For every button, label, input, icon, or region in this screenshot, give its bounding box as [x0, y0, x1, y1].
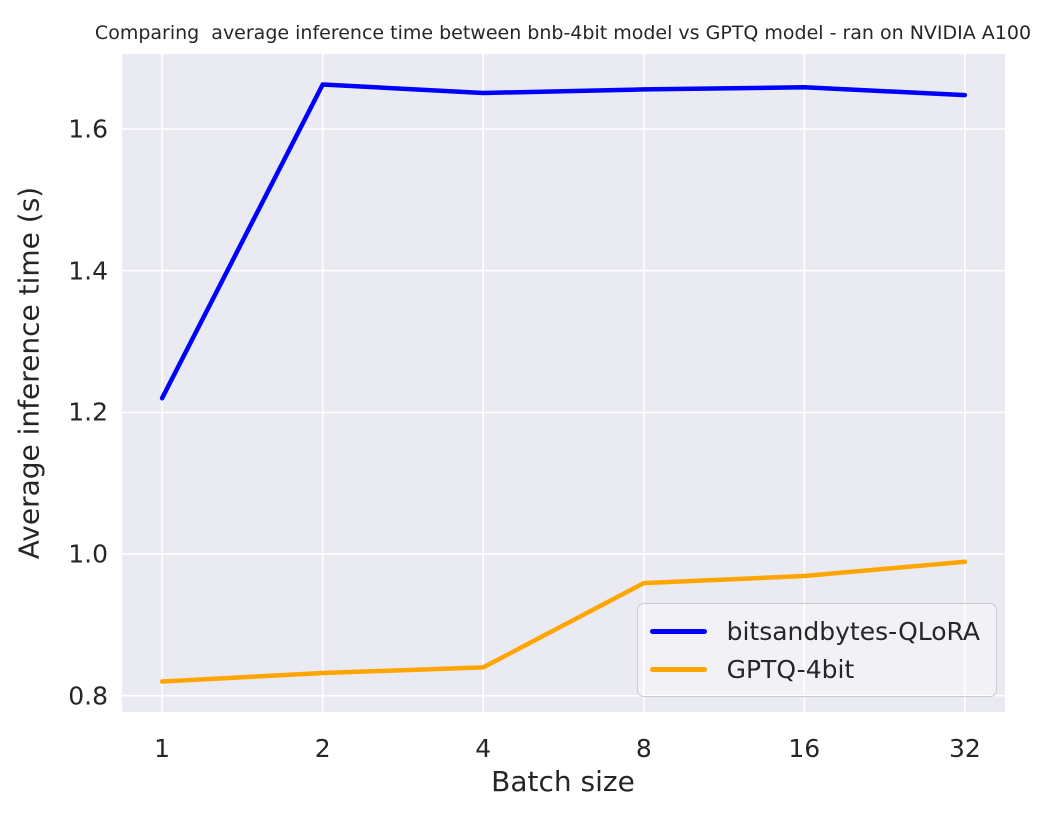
- y-tick-label: 1.0: [68, 539, 108, 569]
- x-tick-label: 8: [635, 734, 652, 763]
- chart-title: Comparing average inference time between…: [94, 22, 1032, 44]
- y-tick-label: 0.8: [68, 681, 108, 711]
- x-tick-label: 32: [948, 734, 981, 763]
- y-tick-label: 1.2: [68, 397, 108, 427]
- x-tick-label: 4: [475, 734, 492, 763]
- legend-label: bitsandbytes-QLoRA: [726, 616, 980, 646]
- legend-line-icon: [649, 628, 707, 634]
- series-line-GPTQ-4bit: [159, 559, 968, 684]
- x-tick-label: 16: [788, 734, 821, 763]
- y-tick-label: 1.4: [68, 256, 108, 286]
- x-tick-label: 1: [154, 734, 171, 763]
- y-tick-label: 1.6: [68, 114, 108, 144]
- y-axis-label: Average inference time (s): [12, 186, 46, 560]
- plot-area: bitsandbytes-QLoRA GPTQ-4bit: [122, 54, 1005, 712]
- legend: bitsandbytes-QLoRA GPTQ-4bit: [636, 603, 997, 697]
- x-tick-label: 2: [314, 734, 331, 763]
- legend-line-icon: [649, 666, 707, 672]
- plot-canvas: [122, 54, 1005, 712]
- series-line-bitsandbytes-QLoRA: [159, 82, 968, 401]
- legend-entry: GPTQ-4bit: [649, 650, 980, 688]
- x-axis-label: Batch size: [491, 765, 635, 798]
- legend-entry: bitsandbytes-QLoRA: [649, 612, 980, 650]
- legend-label: GPTQ-4bit: [726, 654, 855, 684]
